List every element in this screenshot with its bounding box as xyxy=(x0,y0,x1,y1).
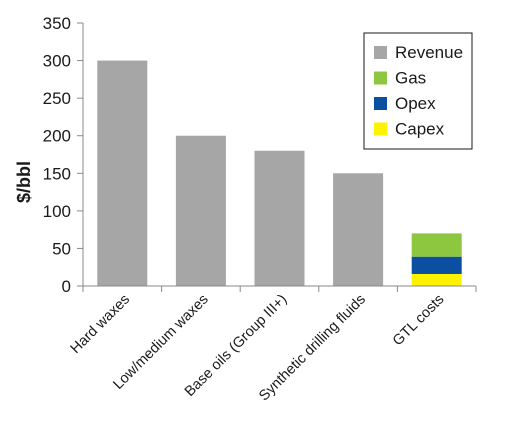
legend-swatch-gas xyxy=(374,71,387,85)
legend-label-revenue: Revenue xyxy=(395,43,463,62)
y-tick-label: 200 xyxy=(43,127,71,146)
y-tick-label: 150 xyxy=(43,164,71,183)
y-tick-label: 250 xyxy=(43,89,71,108)
y-tick-label: 0 xyxy=(62,277,71,296)
bar-revenue-3 xyxy=(333,173,384,286)
legend-swatch-capex xyxy=(374,122,387,136)
legend-swatch-revenue xyxy=(374,46,387,59)
legend-label-gas: Gas xyxy=(395,69,426,88)
legend-label-opex: Opex xyxy=(395,94,436,113)
y-tick-label: 50 xyxy=(52,239,71,258)
bar-revenue-2 xyxy=(254,150,305,286)
y-tick-label: 300 xyxy=(43,52,71,71)
x-tick-label: GTL costs xyxy=(390,292,448,350)
legend-label-capex: Capex xyxy=(395,120,445,139)
y-axis-label: $/bbl xyxy=(14,161,34,203)
bar-gas-4 xyxy=(411,233,462,257)
bar-opex-4 xyxy=(411,256,462,274)
y-tick-label: 100 xyxy=(43,202,71,221)
y-tick-label: 350 xyxy=(43,14,71,33)
bar-revenue-0 xyxy=(97,60,148,287)
bar-capex-4 xyxy=(411,273,462,286)
bar-revenue-1 xyxy=(175,135,226,286)
legend-swatch-opex xyxy=(374,97,387,110)
x-tick-label: Hard waxes xyxy=(68,292,133,357)
